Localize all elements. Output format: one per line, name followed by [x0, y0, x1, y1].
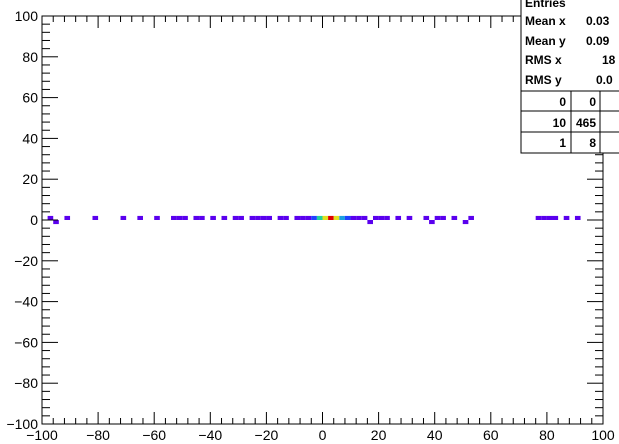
heatmap-cell [350, 215, 357, 220]
heatmap-cell [328, 215, 334, 220]
heatmap-cell [176, 215, 183, 220]
heatmap-cell [552, 215, 559, 220]
heatmap-cell [305, 215, 312, 220]
x-axis-tick-label: 40 [427, 427, 443, 443]
heatmap-cell [462, 220, 469, 225]
stats-rms-x-label: RMS x [525, 53, 562, 67]
x-axis-tick-label: 0 [319, 427, 327, 443]
heatmap-cell [535, 215, 542, 220]
heatmap-cell [429, 220, 435, 225]
heatmap-cell [344, 215, 351, 220]
x-axis-tick-label: −20 [255, 427, 279, 443]
heatmap-cell [440, 215, 446, 220]
stats-grid-cell: 1 [559, 136, 566, 150]
heatmap-cell [311, 215, 317, 220]
heatmap-cell [266, 215, 273, 220]
heatmap-cell [316, 215, 323, 220]
stats-grid-cell: 8 [589, 136, 596, 150]
heatmap-cell [255, 215, 261, 220]
stats-grid-cell: 10 [553, 116, 567, 130]
heatmap-cell [434, 215, 441, 220]
heatmap-cells [47, 215, 581, 225]
heatmap-cell [322, 215, 329, 220]
stats-mean-y-label: Mean y [525, 34, 566, 48]
y-axis-tick-label: 80 [22, 49, 38, 65]
heatmap-cell [283, 215, 289, 220]
x-axis-tick-label: 20 [371, 427, 387, 443]
heatmap-cell [210, 215, 216, 220]
heatmap-cell [53, 220, 59, 225]
x-axis-tick-labels: −100 −80 −60 −40 −20 0 20 40 60 80 100 [26, 427, 615, 443]
heatmap-cell [372, 215, 379, 220]
heatmap-cell [137, 215, 143, 220]
heatmap-cell [277, 215, 284, 220]
stats-rms-y-value: 0.0 [596, 73, 613, 87]
stats-mean-x-value: 0.03 [586, 14, 610, 28]
stats-entries-label: Entries [525, 0, 566, 10]
heatmap-cell [468, 215, 474, 220]
x-axis-tick-label: 100 [591, 427, 615, 443]
stats-box-frame [520, 0, 619, 154]
heatmap-cell [541, 215, 547, 220]
heatmap-cell [232, 215, 239, 220]
heatmap-cell [574, 215, 581, 220]
heatmap-cell [238, 215, 244, 220]
stats-mean-x-label: Mean x [525, 14, 566, 28]
y-axis-tick-label: 100 [15, 8, 39, 24]
stats-rms-y-label: RMS y [525, 73, 562, 87]
axis-ticks [41, 15, 604, 425]
heatmap-cell [367, 220, 373, 225]
y-axis-tick-label: −20 [14, 253, 38, 269]
heatmap-cell [333, 215, 340, 220]
x-axis-tick-label: 60 [483, 427, 499, 443]
heatmap-cell [120, 215, 127, 220]
heatmap-cell [546, 215, 553, 220]
heatmap-cell [378, 215, 385, 220]
y-axis-tick-label: 20 [22, 171, 38, 187]
y-axis-tick-label: −100 [6, 416, 38, 432]
x-axis-tick-label: 80 [539, 427, 555, 443]
y-axis-tick-label: 0 [30, 212, 38, 228]
stats-box: Entries Mean x 0.03 Mean y 0.09 RMS x 18… [520, 0, 619, 154]
heatmap-cell [182, 215, 188, 220]
heatmap-cell [451, 215, 458, 220]
stats-mean-y-value: 0.09 [586, 34, 610, 48]
x-axis-tick-label: −40 [198, 427, 222, 443]
x-axis-tick-label: −100 [26, 427, 58, 443]
y-axis-tick-label: 40 [22, 130, 38, 146]
heatmap-cell [563, 215, 570, 220]
heatmap-cell [47, 215, 54, 220]
heatmap-cell [300, 215, 306, 220]
stats-grid-cell: 0 [559, 95, 566, 109]
heatmap-cell [199, 215, 205, 220]
heatmap-cell [154, 215, 160, 220]
heatmap-cell [221, 215, 228, 220]
heatmap-cell [249, 215, 256, 220]
stats-grid-cell: 465 [576, 116, 596, 130]
heatmap-cell [92, 215, 99, 220]
heatmap-cell [171, 215, 177, 220]
heatmap-cell [294, 215, 301, 220]
heatmap-cell [395, 215, 402, 220]
heatmap-cell [260, 215, 267, 220]
heatmap-cell [339, 215, 345, 220]
y-axis-tick-label: 60 [22, 90, 38, 106]
stats-rms-x-value: 18 [602, 53, 616, 67]
y-axis-tick-labels: −100 −80 −60 −40 −20 0 20 40 60 80 100 [6, 8, 38, 432]
y-axis-tick-label: −60 [14, 334, 38, 350]
heatmap-cell [64, 215, 71, 220]
heatmap-cell [423, 215, 430, 220]
heatmap-cell [384, 215, 390, 220]
heatmap-cell [356, 215, 362, 220]
x-axis-tick-label: −80 [86, 427, 110, 443]
heatmap-cell [193, 215, 200, 220]
y-axis-tick-label: −40 [14, 294, 38, 310]
y-axis-tick-label: −80 [14, 375, 38, 391]
heatmap-cell [361, 215, 368, 220]
x-axis-tick-label: −60 [142, 427, 166, 443]
stats-grid-cell: 0 [589, 95, 596, 109]
heatmap-cell [406, 215, 413, 220]
